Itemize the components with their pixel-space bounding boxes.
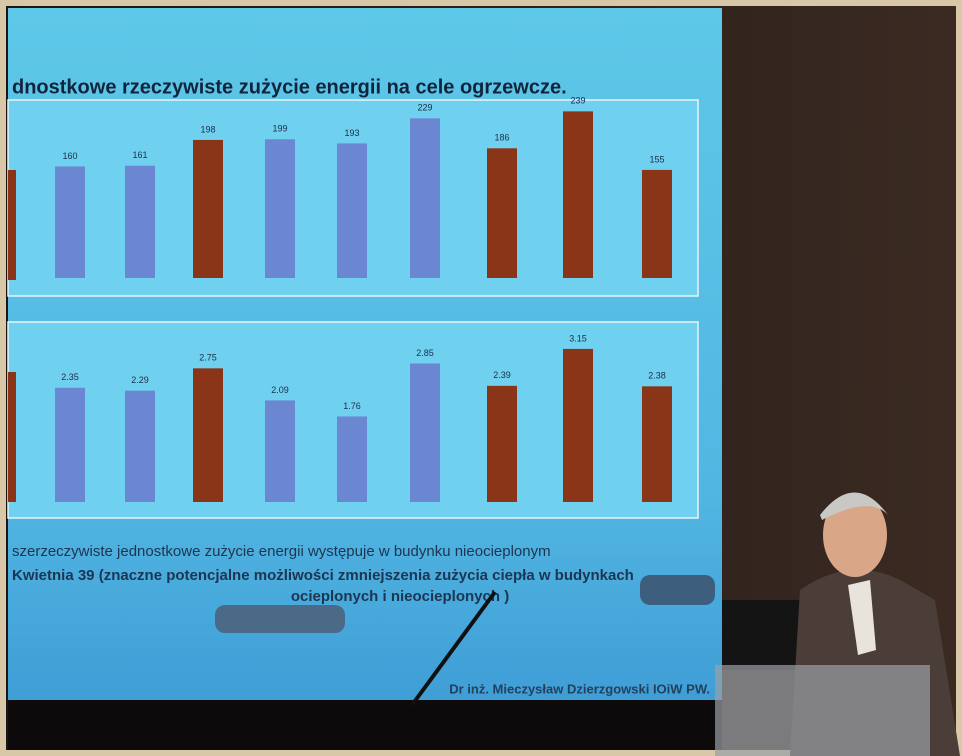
bar <box>265 139 295 278</box>
car <box>215 605 345 633</box>
value-label: 229 <box>417 103 432 113</box>
stage-floor <box>8 700 722 750</box>
cropped-bar <box>8 372 16 502</box>
bar <box>410 118 440 278</box>
bar <box>563 349 593 502</box>
bar <box>563 111 593 278</box>
bar <box>642 386 672 502</box>
value-label: 2.38 <box>648 371 666 381</box>
car <box>640 575 715 605</box>
value-label: 193 <box>344 128 359 138</box>
value-label: 2.29 <box>131 375 149 385</box>
bar <box>487 386 517 502</box>
slide-title: dnostkowe rzeczywiste zużycie energii na… <box>12 76 567 98</box>
bar <box>55 388 85 502</box>
slide-note: Kwietnia 39 (znaczne potencjalne możliwo… <box>12 567 634 584</box>
bar <box>55 166 85 278</box>
slide-footer: Dr inż. Mieczysław Dzierzgowski IOiW PW. <box>449 681 710 696</box>
bar <box>265 400 295 502</box>
value-label: 239 <box>570 96 585 106</box>
value-label: 186 <box>494 133 509 143</box>
podium <box>715 665 930 756</box>
value-label: 155 <box>649 154 664 164</box>
value-label: 2.39 <box>493 370 511 380</box>
value-label: 2.09 <box>271 385 289 395</box>
bar <box>410 363 440 502</box>
bar <box>193 368 223 502</box>
bar <box>337 143 367 278</box>
value-label: 2.75 <box>199 353 217 363</box>
value-label: 161 <box>132 150 147 160</box>
value-label: 3.15 <box>569 333 587 343</box>
value-label: 2.35 <box>61 372 79 382</box>
bar <box>193 140 223 278</box>
slide-note: ocieplonych i nieocieplonych ) <box>291 588 509 605</box>
value-label: 2.85 <box>416 348 434 358</box>
bar <box>337 416 367 502</box>
bar <box>642 170 672 278</box>
photo: dnostkowe rzeczywiste zużycie energii na… <box>0 0 962 756</box>
value-label: 1.76 <box>343 401 361 411</box>
bar <box>125 391 155 502</box>
value-label: 199 <box>272 124 287 134</box>
slide-note: szerzeczywiste jednostkowe zużycie energ… <box>12 543 551 560</box>
bar <box>487 148 517 278</box>
bar <box>125 166 155 278</box>
value-label: 198 <box>200 124 215 134</box>
laptop <box>722 600 804 670</box>
value-label: 160 <box>62 151 77 161</box>
cropped-bar <box>8 170 16 280</box>
